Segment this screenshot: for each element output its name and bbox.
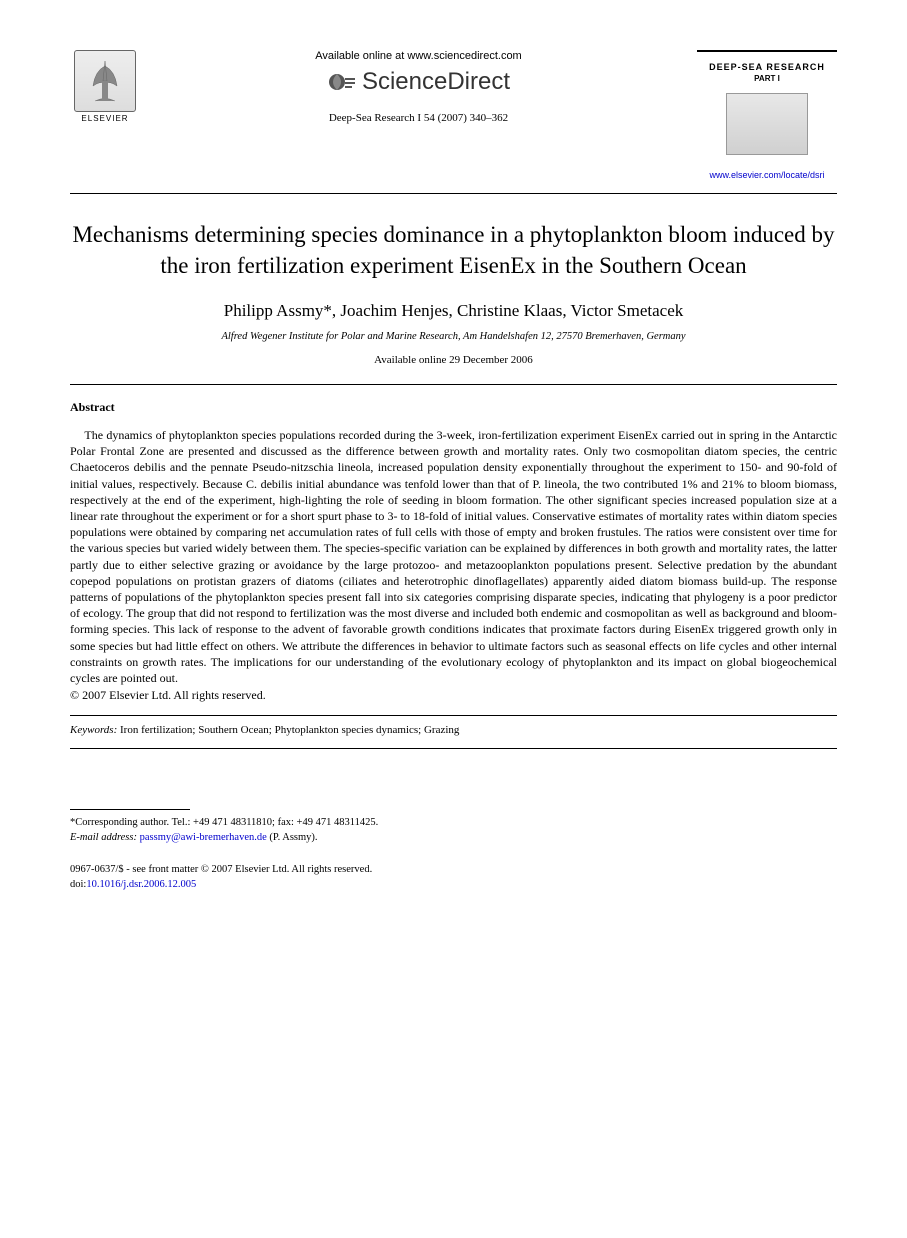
available-online-text: Available online at www.sciencedirect.co… [160, 50, 677, 62]
email-label: E-mail address: [70, 832, 137, 843]
corr-email-line: E-mail address: passmy@awi-bremerhaven.d… [70, 831, 837, 846]
title-rule [70, 193, 837, 194]
journal-reference: Deep-Sea Research I 54 (2007) 340–362 [160, 112, 677, 124]
keywords-rule-bottom [70, 748, 837, 749]
corresponding-author: *Corresponding author. Tel.: +49 471 483… [70, 816, 837, 845]
footnote-rule [70, 809, 190, 810]
footer-info: 0967-0637/$ - see front matter © 2007 El… [70, 863, 837, 892]
issn-line: 0967-0637/$ - see front matter © 2007 El… [70, 863, 837, 878]
sciencedirect-text: ScienceDirect [362, 68, 510, 96]
abstract-body: The dynamics of phytoplankton species po… [70, 427, 837, 686]
journal-box: DEEP-SEA RESEARCH PART I www.elsevier.co… [697, 50, 837, 183]
abstract-copyright: © 2007 Elsevier Ltd. All rights reserved… [70, 688, 837, 703]
doi-label: doi: [70, 879, 86, 890]
keywords-text: Iron fertilization; Southern Ocean; Phyt… [120, 724, 459, 736]
corr-line1: *Corresponding author. Tel.: +49 471 483… [70, 816, 837, 831]
email-link[interactable]: passmy@awi-bremerhaven.de [140, 832, 267, 843]
keywords-rule [70, 715, 837, 716]
article-title: Mechanisms determining species dominance… [70, 219, 837, 281]
journal-cover-thumb [726, 93, 808, 155]
keywords-label: Keywords: [70, 724, 117, 736]
page-container: ELSEVIER Available online at www.science… [0, 0, 907, 933]
available-date: Available online 29 December 2006 [70, 354, 837, 366]
header-row: ELSEVIER Available online at www.science… [70, 50, 837, 183]
sciencedirect-block: ScienceDirect [160, 67, 677, 97]
header-center: Available online at www.sciencedirect.co… [140, 50, 697, 124]
journal-name: DEEP-SEA RESEARCH [697, 62, 837, 72]
author-list: Philipp Assmy*, Joachim Henjes, Christin… [70, 301, 837, 321]
elsevier-label: ELSEVIER [81, 114, 128, 123]
email-author: (P. Assmy). [269, 832, 317, 843]
abstract-rule-top [70, 384, 837, 385]
keywords-line: Keywords: Iron fertilization; Southern O… [70, 724, 837, 736]
sciencedirect-icon [327, 67, 357, 97]
journal-part: PART I [697, 74, 837, 83]
journal-box-rule [697, 50, 837, 52]
journal-url-link[interactable]: www.elsevier.com/locate/dsri [709, 170, 824, 180]
affiliation: Alfred Wegener Institute for Polar and M… [70, 331, 837, 342]
abstract-heading: Abstract [70, 400, 837, 415]
elsevier-tree-icon [74, 50, 136, 112]
doi-link[interactable]: 10.1016/j.dsr.2006.12.005 [86, 879, 196, 890]
elsevier-logo: ELSEVIER [70, 50, 140, 130]
doi-line: doi:10.1016/j.dsr.2006.12.005 [70, 878, 837, 893]
